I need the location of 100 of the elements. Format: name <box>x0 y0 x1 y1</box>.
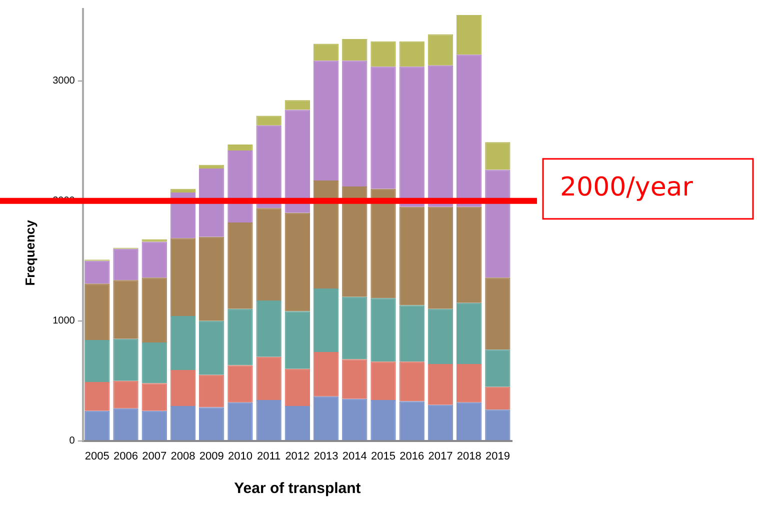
bar <box>228 144 253 151</box>
bar <box>342 38 368 61</box>
bar <box>170 238 196 316</box>
bar <box>370 400 396 440</box>
bar <box>485 350 510 387</box>
bar <box>142 383 167 411</box>
bar <box>284 311 310 369</box>
bar <box>142 410 167 440</box>
bar <box>113 280 138 339</box>
bar <box>199 320 224 375</box>
x-axis-title: Year of transplant <box>234 480 361 498</box>
x-tick-label: 2012 <box>285 450 310 462</box>
bar <box>399 305 424 362</box>
bar <box>370 188 396 298</box>
bar <box>342 359 368 399</box>
x-tick-label: 2006 <box>114 450 138 462</box>
bar <box>256 116 282 126</box>
bar <box>199 168 224 237</box>
bar <box>284 368 310 406</box>
bar <box>228 402 253 440</box>
bar <box>284 406 310 440</box>
bar <box>370 66 396 189</box>
bar <box>313 60 339 181</box>
bar <box>456 206 482 303</box>
bar <box>485 410 510 440</box>
x-tick-label: 2017 <box>428 450 453 462</box>
bar <box>485 278 510 350</box>
bar <box>142 278 167 342</box>
bar <box>256 125 282 208</box>
bar <box>84 284 110 340</box>
bar <box>342 60 368 187</box>
bar <box>456 364 482 402</box>
x-tick-label: 2014 <box>342 450 367 462</box>
bar <box>228 150 253 222</box>
bar <box>485 386 510 410</box>
bar <box>84 340 110 382</box>
bar <box>342 186 368 297</box>
bar <box>228 222 253 309</box>
x-tick-label: 2011 <box>256 450 281 462</box>
bar <box>399 362 424 402</box>
x-tick-label: 2009 <box>199 450 224 462</box>
bar <box>84 260 110 284</box>
bar <box>485 142 510 170</box>
bar <box>313 180 339 288</box>
bar <box>399 401 424 440</box>
bar <box>199 407 224 440</box>
bar <box>256 400 282 440</box>
bar <box>370 298 396 362</box>
y-tick-label: 3000 <box>52 76 76 87</box>
bar <box>170 188 196 193</box>
bar <box>228 308 253 366</box>
bar <box>313 44 339 61</box>
bar <box>113 408 138 440</box>
bar <box>399 41 424 67</box>
bar <box>428 404 454 440</box>
bar <box>399 206 424 306</box>
bar <box>113 338 138 381</box>
bar <box>342 296 368 360</box>
bar <box>256 356 282 400</box>
x-tick-label: 2019 <box>485 450 510 462</box>
bar <box>142 342 167 384</box>
bar <box>199 164 224 169</box>
bar <box>313 396 339 440</box>
bar <box>456 402 482 440</box>
bar <box>284 100 310 110</box>
bar <box>170 316 196 370</box>
x-tick-label: 2018 <box>456 450 482 462</box>
bar <box>456 302 482 364</box>
bar <box>313 352 339 396</box>
bar <box>284 110 310 213</box>
x-tick-label: 2008 <box>170 450 196 462</box>
bar <box>370 362 396 400</box>
bar <box>142 242 167 278</box>
bar <box>399 66 424 207</box>
bar <box>84 410 110 440</box>
x-tick-label: 2013 <box>314 450 338 462</box>
bar <box>428 65 454 207</box>
x-tick-label: 2016 <box>400 450 424 462</box>
bar <box>428 34 454 66</box>
bar <box>370 41 396 67</box>
bar <box>228 365 253 402</box>
x-tick-label: 2007 <box>142 450 167 462</box>
bar <box>84 382 110 411</box>
bar <box>456 54 482 207</box>
bar <box>428 206 454 309</box>
bar <box>199 374 224 408</box>
bar <box>199 236 224 321</box>
bar <box>113 380 138 408</box>
bar <box>342 398 368 440</box>
x-tick-label: 2015 <box>371 450 396 462</box>
bar <box>284 212 310 312</box>
bar <box>170 406 196 440</box>
bar <box>113 248 138 280</box>
y-axis-title: Frequency <box>22 219 38 286</box>
bar <box>428 308 454 364</box>
x-tick-label: 2010 <box>228 450 252 462</box>
x-tick-label: 2005 <box>84 450 110 462</box>
y-tick-label: 0 <box>69 436 76 447</box>
bar <box>485 170 510 278</box>
bar <box>313 288 339 352</box>
